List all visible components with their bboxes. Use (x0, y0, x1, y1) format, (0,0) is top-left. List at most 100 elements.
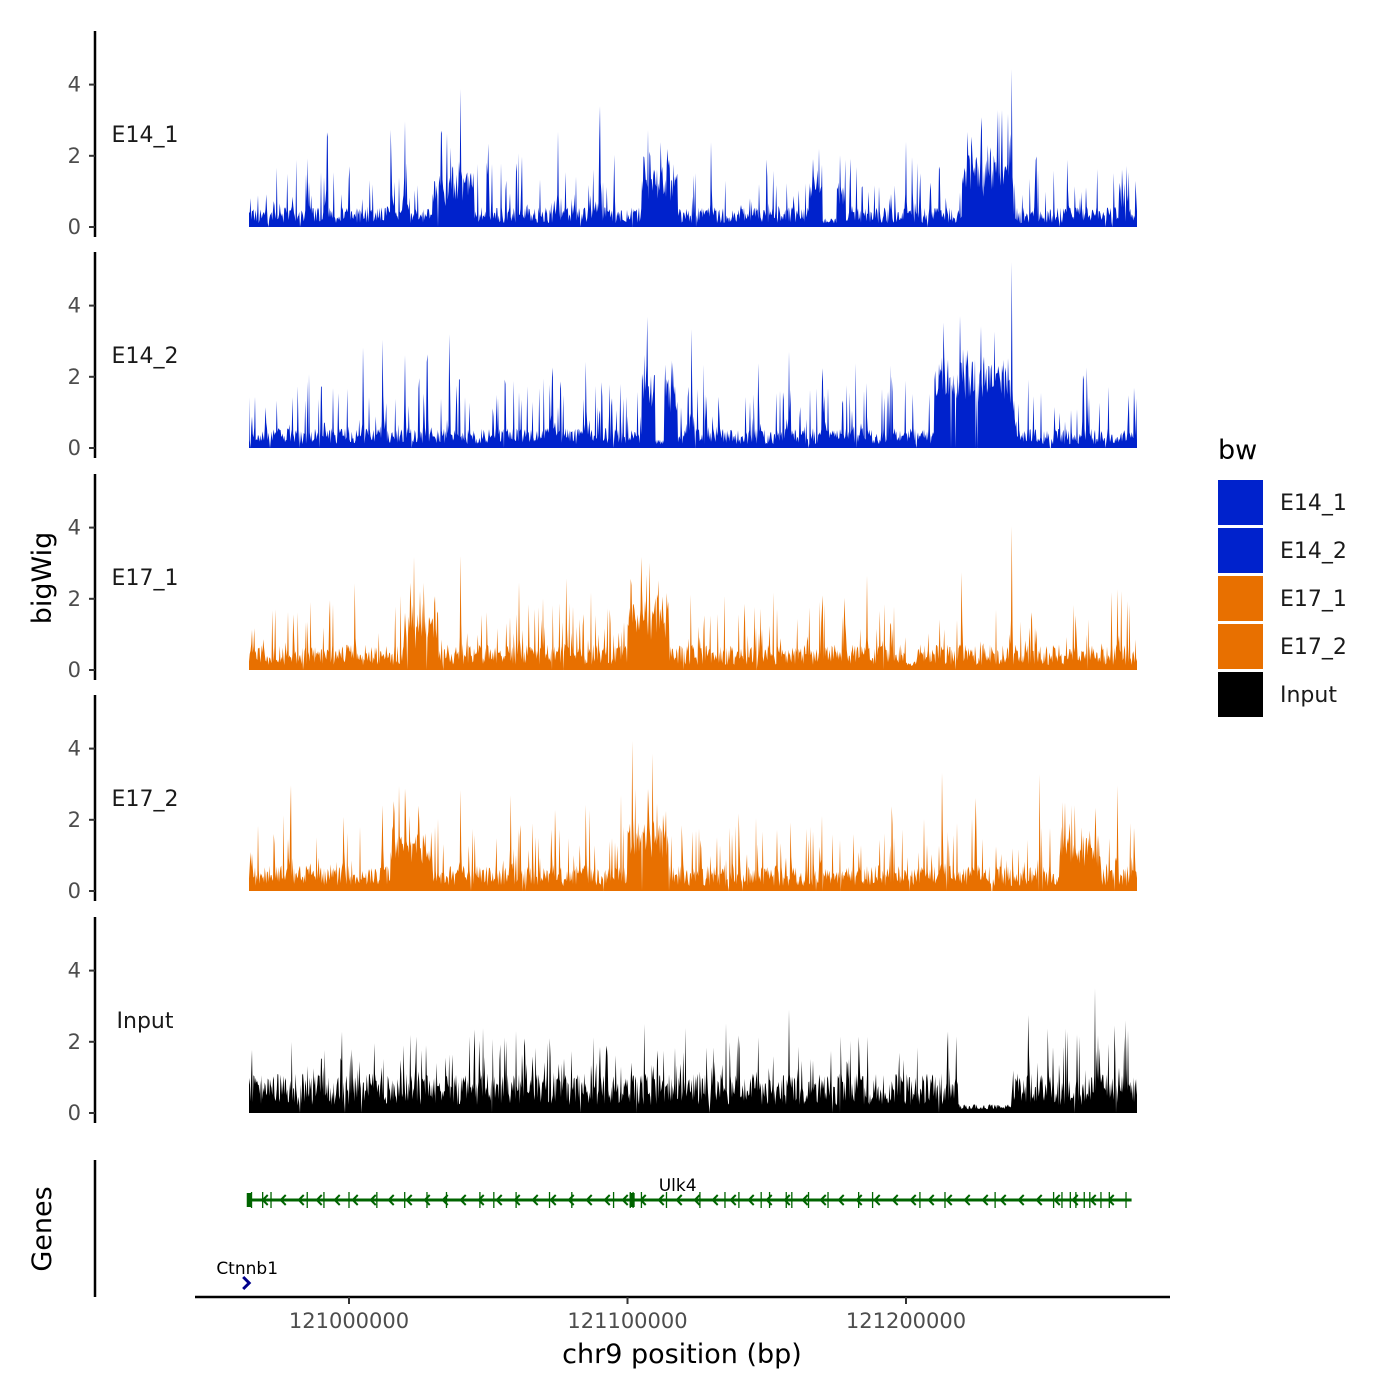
signal-area (249, 526, 1137, 670)
strand-arrow (693, 1194, 701, 1206)
y-tick-label: 0 (68, 1101, 81, 1125)
strand-arrow (639, 1194, 647, 1206)
strand-arrow (387, 1194, 395, 1206)
y-tick-label: 2 (68, 587, 81, 611)
legend: bw E14_1 E14_2 E17_1 E17_2 Input (1218, 435, 1347, 717)
strand-arrow (261, 1194, 269, 1206)
strand-arrow (873, 1194, 881, 1206)
legend-label: E17_1 (1280, 587, 1347, 612)
track-label: E14_2 (112, 344, 179, 369)
strand-arrow (783, 1194, 791, 1206)
signal-area (249, 740, 1137, 891)
strand-arrow (477, 1194, 485, 1206)
strand-arrow (1017, 1194, 1025, 1206)
legend-swatch (1218, 576, 1263, 621)
signal-area (249, 69, 1137, 227)
y-tick-label: 2 (68, 1030, 81, 1054)
legend-label: E14_2 (1280, 539, 1347, 564)
strand-arrow (747, 1194, 755, 1206)
strand-arrow (1071, 1194, 1079, 1206)
y-tick-label: 0 (68, 436, 81, 460)
strand-arrow (242, 1275, 252, 1291)
strand-arrow (855, 1194, 863, 1206)
track-label: E17_2 (112, 787, 179, 812)
track-label: E17_1 (112, 566, 179, 591)
signal-tracks: 0 2 4 E14_1 0 2 4 E14_2 0 2 4 E17_1 0 2 4 E17_2 0 2 4 Input (68, 31, 1137, 1125)
strand-arrow (657, 1194, 665, 1206)
strand-arrow (459, 1194, 467, 1206)
x-tick-label: 121200000 (846, 1309, 966, 1333)
strand-arrow (513, 1194, 521, 1206)
legend-label: E17_2 (1280, 635, 1347, 660)
track-label: Input (117, 1009, 174, 1034)
strand-arrow (405, 1194, 413, 1206)
gene-label: Ulk4 (659, 1176, 697, 1196)
track-e14-2: 0 2 4 E14_2 (68, 252, 1137, 460)
x-tick-label: 121100000 (567, 1309, 687, 1333)
track-input: 0 2 4 Input (68, 917, 1137, 1125)
y-tick-label: 2 (68, 808, 81, 832)
track-e17-1: 0 2 4 E17_1 (68, 474, 1137, 682)
legend-label: E14_1 (1280, 491, 1347, 516)
gene-label: Ctnnb1 (216, 1259, 278, 1279)
legend-swatch (1218, 528, 1263, 573)
y-tick-label: 2 (68, 365, 81, 389)
strand-arrow (1089, 1194, 1097, 1206)
y-tick-label: 0 (68, 879, 81, 903)
y-axis-title: bigWig (27, 532, 58, 625)
y-tick-label: 2 (68, 144, 81, 168)
strand-arrow (585, 1194, 593, 1206)
signal-area (249, 988, 1137, 1113)
gene-track: Ulk4 Ctnnb1 (93, 1160, 1132, 1297)
strand-arrow (351, 1194, 359, 1206)
strand-arrow (567, 1194, 575, 1206)
strand-arrow (729, 1194, 737, 1206)
strand-arrow (279, 1194, 287, 1206)
x-tick-label: 121000000 (289, 1309, 409, 1333)
strand-arrow (945, 1194, 953, 1206)
signal-area (249, 262, 1137, 448)
genes-axis-title: Genes (27, 1186, 58, 1271)
legend-label: Input (1280, 683, 1337, 708)
legend-entry: E17_1 (1218, 576, 1347, 621)
exon-block (629, 1193, 635, 1207)
track-e17-2: 0 2 4 E17_2 (68, 695, 1137, 903)
strand-arrow (801, 1194, 809, 1206)
strand-arrow (621, 1194, 629, 1206)
strand-arrow (297, 1194, 305, 1206)
y-tick-label: 4 (68, 959, 81, 983)
strand-arrow (819, 1194, 827, 1206)
gene-ulk4: Ulk4 (246, 1176, 1132, 1208)
exon-block (246, 1193, 252, 1207)
legend-entry: E17_2 (1218, 624, 1347, 669)
x-axis: 121000000 121100000 121200000 (195, 1295, 1170, 1333)
strand-arrow (675, 1194, 683, 1206)
legend-title: bw (1218, 435, 1257, 466)
strand-arrow (927, 1194, 935, 1206)
strand-arrow (765, 1194, 773, 1206)
legend-swatch (1218, 624, 1263, 669)
strand-arrow (1107, 1194, 1115, 1206)
strand-arrow (963, 1194, 971, 1206)
strand-arrow (423, 1194, 431, 1206)
strand-arrow (531, 1194, 539, 1206)
y-tick-label: 4 (68, 73, 81, 97)
strand-arrow (999, 1194, 1007, 1206)
strand-arrow (891, 1194, 899, 1206)
legend-entry: E14_2 (1218, 528, 1347, 573)
y-tick-label: 0 (68, 215, 81, 239)
strand-arrow (315, 1194, 323, 1206)
legend-entry: Input (1218, 672, 1337, 717)
strand-arrow (441, 1194, 449, 1206)
strand-arrow (369, 1194, 377, 1206)
strand-arrow (981, 1194, 989, 1206)
legend-swatch (1218, 672, 1263, 717)
strand-arrow (333, 1194, 341, 1206)
gene-ctnnb1: Ctnnb1 (216, 1259, 278, 1291)
track-label: E14_1 (112, 123, 179, 148)
legend-entry: E14_1 (1218, 480, 1347, 525)
strand-arrow (909, 1194, 917, 1206)
legend-swatch (1218, 480, 1263, 525)
strand-arrow (603, 1194, 611, 1206)
strand-arrow (1053, 1194, 1061, 1206)
